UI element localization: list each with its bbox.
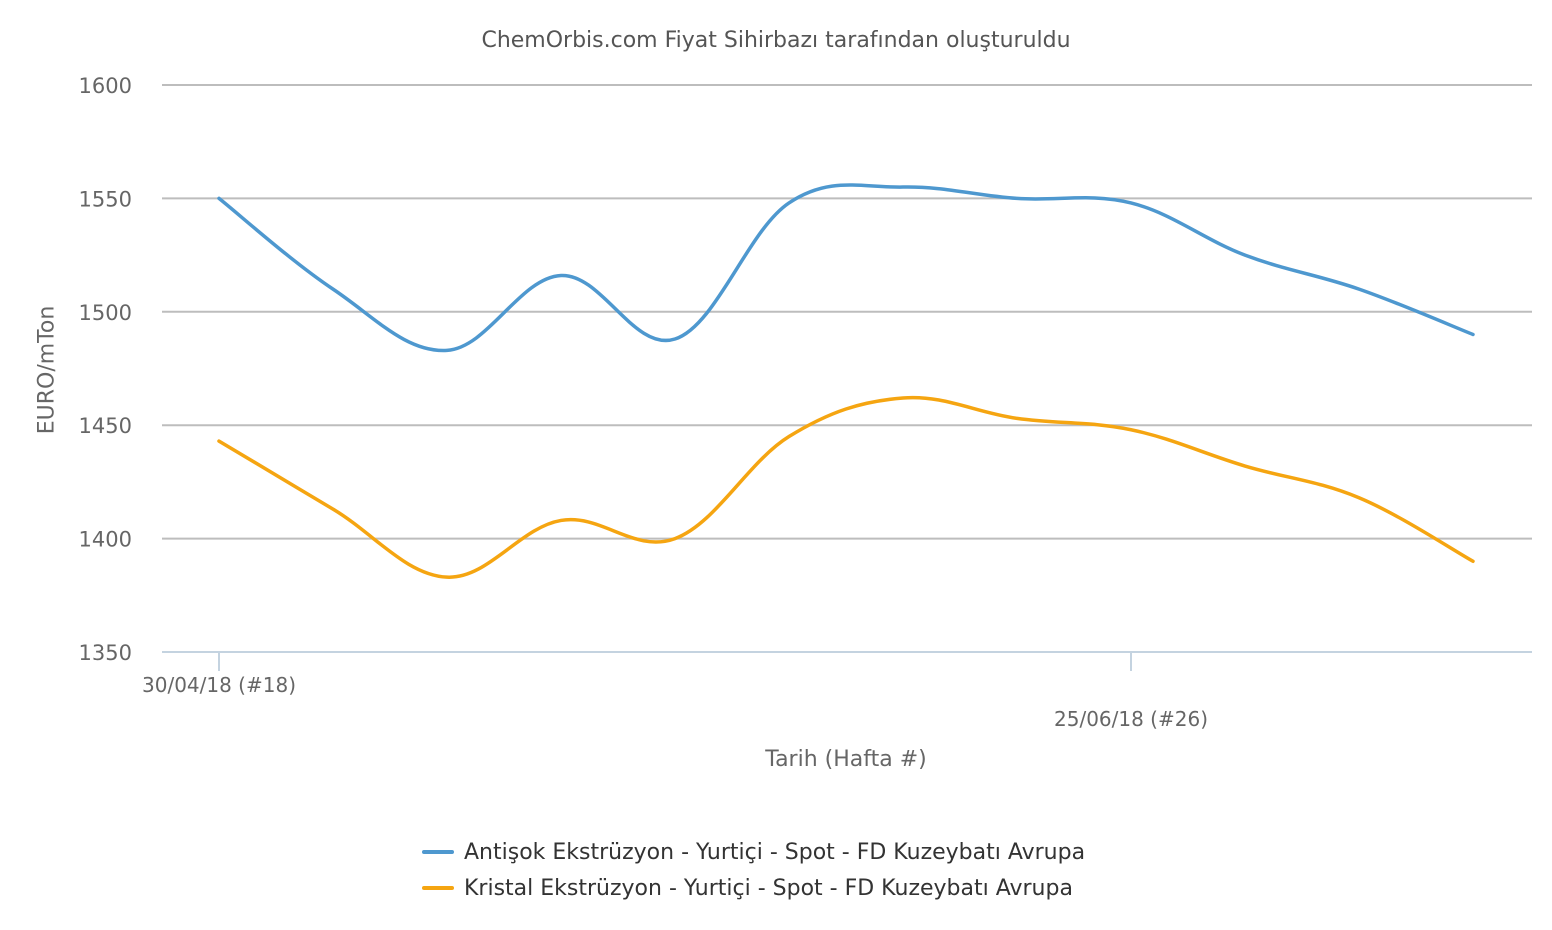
legend: Antişok Ekstrüzyon - Yurtiçi - Spot - FD…: [422, 834, 1085, 906]
legend-swatch-kristal: [422, 886, 454, 890]
y-tick-label: 1400: [79, 528, 132, 552]
legend-item-antisok[interactable]: Antişok Ekstrüzyon - Yurtiçi - Spot - FD…: [422, 834, 1085, 870]
series-line-antisok: [217, 183, 1475, 353]
y-tick-label: 1450: [79, 414, 132, 438]
legend-item-kristal[interactable]: Kristal Ekstrüzyon - Yurtiçi - Spot - FD…: [422, 870, 1085, 906]
x-axis-label: Tarih (Hafta #): [765, 747, 927, 772]
x-tick-label: 25/06/18 (#26): [1054, 707, 1208, 731]
y-tick-label: 1600: [79, 74, 132, 98]
series-line-kristal: [217, 395, 1475, 579]
y-tick-label: 1350: [79, 641, 132, 665]
chart-title: ChemOrbis.com Fiyat Sihirbazı tarafından…: [481, 28, 1071, 53]
legend-swatch-antisok: [422, 850, 454, 854]
x-tick-label: 30/04/18 (#18): [142, 673, 296, 697]
y-tick-label: 1550: [79, 187, 132, 211]
legend-label-kristal: Kristal Ekstrüzyon - Yurtiçi - Spot - FD…: [464, 875, 1073, 901]
legend-label-antisok: Antişok Ekstrüzyon - Yurtiçi - Spot - FD…: [464, 839, 1086, 865]
y-tick-label: 1500: [79, 301, 132, 325]
